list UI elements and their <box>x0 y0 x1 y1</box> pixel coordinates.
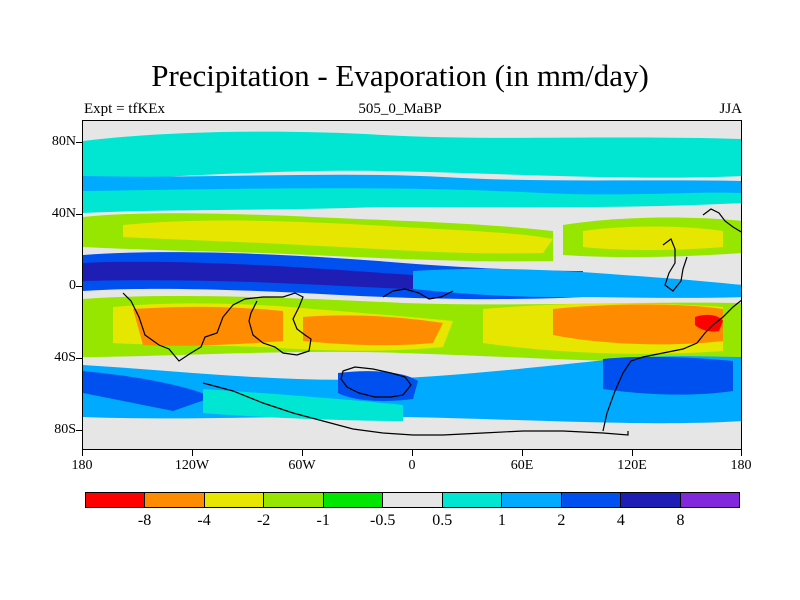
gondwana-east-outline <box>602 299 741 432</box>
lon-label-180e: 180 <box>730 458 752 473</box>
continent-outlines <box>122 208 741 436</box>
field-south-cyan <box>203 389 403 421</box>
colorbar-label: 2 <box>557 512 566 529</box>
map-plot-area <box>82 120 742 450</box>
lon-label-120e: 120E <box>617 458 647 473</box>
colorbar-label: 4 <box>616 512 625 529</box>
lon-tick-180e <box>741 450 742 456</box>
lat-label-80s: 80S <box>54 422 76 437</box>
lat-tick-40s <box>76 358 82 359</box>
lon-label-60w: 60W <box>288 458 316 473</box>
colorbar-box-8 <box>561 493 622 507</box>
lat-label-40n: 40N <box>51 206 76 221</box>
colorbar-label: -0.5 <box>370 512 396 529</box>
colorbar-label: -4 <box>197 512 211 529</box>
north-east-outline <box>702 208 741 233</box>
lon-tick-120w <box>192 450 193 456</box>
lon-label-120w: 120W <box>174 458 210 473</box>
lon-label-0: 0 <box>408 458 416 473</box>
colorbar <box>85 492 740 508</box>
field-east-equatorial-blue <box>413 268 741 298</box>
colorbar-box-4 <box>323 493 384 507</box>
time-label: 505_0_MaBP <box>358 101 442 117</box>
field-south-blue-east <box>603 356 733 395</box>
lat-label-80n: 80N <box>51 134 76 149</box>
lat-label-40s: 40S <box>54 350 76 365</box>
lon-tick-120e <box>632 450 633 456</box>
east-asia-outline <box>662 238 688 292</box>
lat-tick-40n <box>76 214 82 215</box>
colorbar-box-5 <box>383 493 443 507</box>
lon-label-60e: 60E <box>510 458 534 473</box>
south-america-outline <box>122 292 312 362</box>
precip-evap-map <box>83 121 741 449</box>
lon-tick-60w <box>302 450 303 456</box>
colorbar-box-0 <box>86 493 146 507</box>
colorbar-label: -8 <box>137 512 152 529</box>
antarctica-outline <box>202 382 629 436</box>
lon-tick-180w <box>82 450 83 456</box>
colorbar-label: -1 <box>316 512 330 529</box>
colorbar-box-7 <box>502 493 562 507</box>
lat-tick-80s <box>76 430 82 431</box>
colorbar-box-2 <box>204 493 265 507</box>
lon-label-180w: 180 <box>71 458 93 473</box>
atlantic-landmass-outline <box>340 366 412 398</box>
lon-tick-0 <box>412 450 413 456</box>
field-south-blue-west <box>83 371 213 411</box>
field-south-orange-east <box>553 304 723 345</box>
lat-label-0: 0 <box>69 278 76 293</box>
lat-tick-0 <box>76 286 82 287</box>
field-south-orange-west <box>133 306 283 346</box>
colorbar-label: -2 <box>256 512 271 529</box>
colorbar-box-3 <box>264 493 324 507</box>
field-south-red-east <box>695 314 723 332</box>
field-south-orange-mid <box>303 315 443 346</box>
lon-tick-60e <box>522 450 523 456</box>
colorbar-box-6 <box>442 493 503 507</box>
equatorial-outline <box>382 288 454 300</box>
lat-tick-80n <box>76 142 82 143</box>
colorbar-box-10 <box>680 493 739 507</box>
field-south-blue-atlantic <box>338 371 418 401</box>
experiment-label: Expt = tfKEx <box>84 101 165 117</box>
field-east-subtropics-yellow <box>583 226 723 250</box>
field-north-cyan2 <box>83 188 741 213</box>
colorbar-label: 8 <box>676 512 685 529</box>
field-north-subtropics-yellow <box>123 220 553 254</box>
colorbar-box-9 <box>621 493 681 507</box>
season-label: JJA <box>719 101 742 117</box>
colorbar-label: 0.5 <box>432 512 453 529</box>
chart-title: Precipitation - Evaporation (in mm/day) <box>151 58 649 93</box>
colorbar-box-1 <box>145 493 205 507</box>
colorbar-label: 1 <box>497 512 506 529</box>
field-north-cyan <box>83 131 741 179</box>
